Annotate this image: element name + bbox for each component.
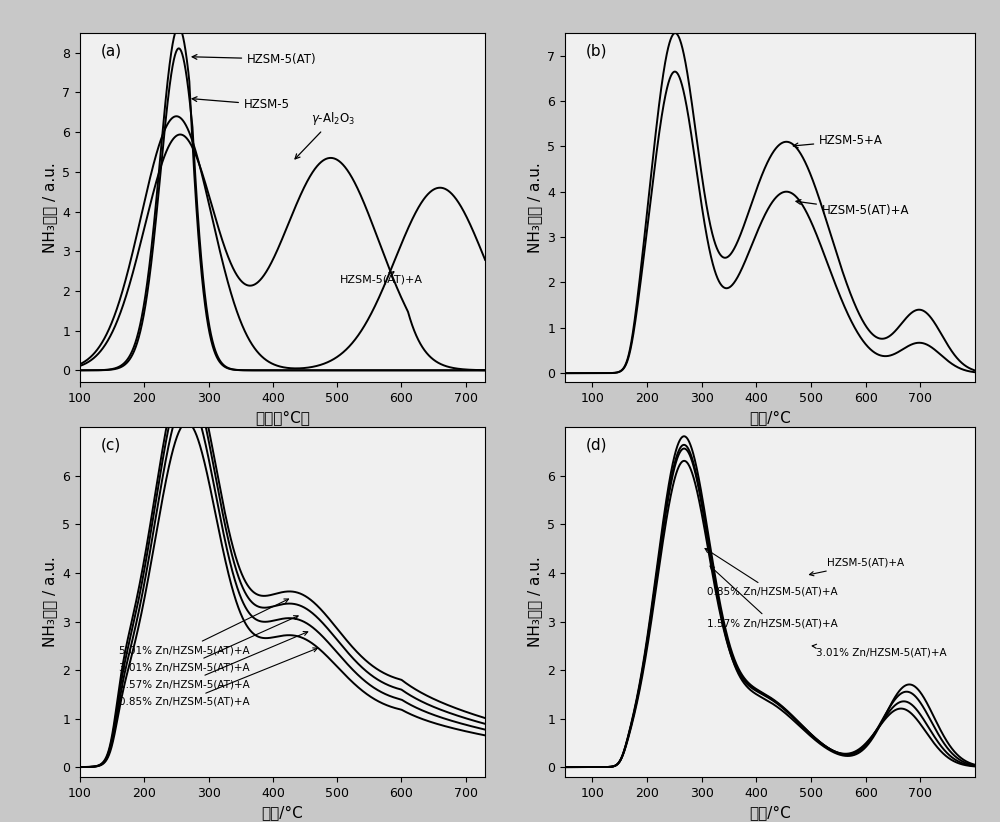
X-axis label: 温度/°C: 温度/°C — [749, 410, 791, 426]
Text: 0.85% Zn/HZSM-5(AT)+A: 0.85% Zn/HZSM-5(AT)+A — [119, 648, 317, 707]
Text: HZSM-5(AT): HZSM-5(AT) — [192, 53, 317, 66]
Text: 5.01% Zn/HZSM-5(AT)+A: 5.01% Zn/HZSM-5(AT)+A — [119, 599, 289, 655]
Text: $\gamma$-Al$_2$O$_3$: $\gamma$-Al$_2$O$_3$ — [295, 110, 356, 159]
Y-axis label: NH₃脱附 / a.u.: NH₃脱附 / a.u. — [42, 162, 57, 253]
Text: HZSM-5(AT)+A: HZSM-5(AT)+A — [796, 200, 909, 217]
Text: (a): (a) — [100, 44, 121, 58]
Y-axis label: NH₃脱附 / a.u.: NH₃脱附 / a.u. — [42, 556, 57, 648]
Text: 3.01% Zn/HZSM-5(AT)+A: 3.01% Zn/HZSM-5(AT)+A — [812, 644, 947, 658]
Text: (b): (b) — [586, 44, 607, 58]
Text: HZSM-5+A: HZSM-5+A — [793, 134, 883, 148]
X-axis label: 温度（°C）: 温度（°C） — [255, 410, 310, 426]
Text: HZSM-5: HZSM-5 — [192, 97, 290, 111]
Text: 0.85% Zn/HZSM-5(AT)+A: 0.85% Zn/HZSM-5(AT)+A — [705, 548, 838, 597]
Text: 1.57% Zn/HZSM-5(AT)+A: 1.57% Zn/HZSM-5(AT)+A — [707, 566, 838, 628]
Text: HZSM-5(AT)+A: HZSM-5(AT)+A — [340, 272, 423, 285]
Text: 3.01% Zn/HZSM-5(AT)+A: 3.01% Zn/HZSM-5(AT)+A — [119, 616, 298, 672]
Y-axis label: NH₃脱附 / a.u.: NH₃脱附 / a.u. — [527, 556, 542, 648]
Text: (c): (c) — [100, 438, 120, 453]
X-axis label: 温度/°C: 温度/°C — [262, 805, 303, 820]
Y-axis label: NH₃脱附 / a.u.: NH₃脱附 / a.u. — [527, 162, 542, 253]
Text: HZSM-5(AT)+A: HZSM-5(AT)+A — [809, 557, 905, 575]
Text: 1.57% Zn/HZSM-5(AT)+A: 1.57% Zn/HZSM-5(AT)+A — [119, 631, 308, 689]
Text: (d): (d) — [586, 438, 607, 453]
X-axis label: 温度/°C: 温度/°C — [749, 805, 791, 820]
